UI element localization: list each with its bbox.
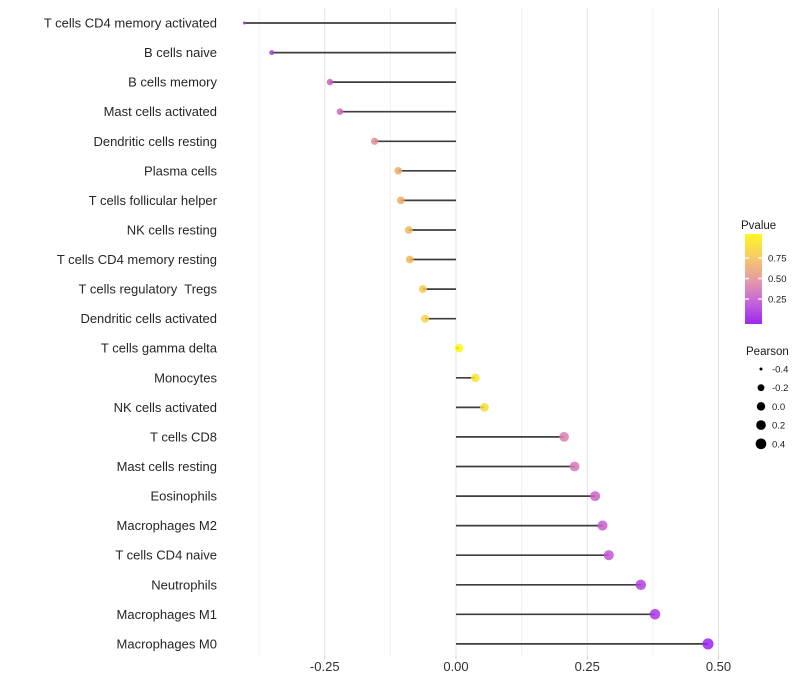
lollipop-dot [269, 50, 275, 56]
lollipop-dot [603, 550, 614, 561]
lollipop-dot [242, 21, 246, 25]
lollipop-dot [569, 461, 580, 472]
lollipop-dot [559, 432, 569, 442]
category-label: Dendritic cells resting [93, 134, 217, 149]
category-label: NK cells resting [127, 223, 217, 238]
lollipop-dot [370, 137, 379, 145]
category-label: T cells follicular helper [89, 193, 218, 208]
lollipop-dot [597, 520, 608, 531]
category-label: T cells gamma delta [101, 341, 218, 356]
pvalue-tick-label: 0.75 [768, 254, 787, 265]
pearson-legend-dot [759, 367, 763, 371]
category-label: T cells CD4 memory resting [57, 252, 217, 267]
category-label: Mast cells resting [117, 459, 217, 474]
x-tick-label: 0.25 [575, 659, 600, 674]
pearson-legend-title: Pearson [746, 346, 789, 358]
category-label: Macrophages M2 [117, 518, 217, 533]
pearson-legend-label: 0.0 [772, 402, 785, 413]
category-label: Macrophages M0 [117, 636, 217, 651]
category-label: Macrophages M1 [117, 607, 217, 622]
lollipop-dot [326, 78, 334, 86]
x-tick-label: -0.25 [310, 659, 340, 674]
lollipop-dot [480, 403, 489, 412]
category-label: T cells regulatory Tregs [79, 282, 218, 297]
category-label: Dendritic cells activated [80, 311, 217, 326]
lollipop-dot [454, 343, 464, 353]
category-label: Mast cells activated [104, 104, 217, 119]
pvalue-legend-title: Pvalue [741, 220, 776, 232]
pearson-legend-label: 0.2 [772, 421, 785, 432]
lollipop-dot [420, 314, 430, 323]
pearson-legend-label: -0.2 [772, 383, 788, 394]
category-label: Neutrophils [151, 577, 217, 592]
category-label: B cells naive [144, 45, 217, 60]
pearson-legend-dot [757, 384, 765, 392]
lollipop-dot [397, 196, 405, 205]
pearson-legend-dot [756, 420, 766, 430]
category-label: NK cells activated [114, 400, 217, 415]
pvalue-tick-label: 0.25 [768, 295, 787, 306]
lollipop-dot [702, 638, 714, 650]
lollipop-dot [471, 373, 480, 383]
pearson-legend-dot [755, 438, 767, 450]
lollipop-dot [404, 226, 413, 234]
category-label: T cells CD4 naive [115, 548, 217, 563]
category-label: T cells CD8 [150, 429, 217, 444]
x-tick-label: 0.50 [706, 659, 731, 674]
pearson-legend-dot [756, 402, 766, 411]
pearson-legend-label: 0.4 [772, 439, 785, 450]
category-label: Plasma cells [144, 163, 217, 178]
category-label: T cells CD4 memory activated [44, 16, 217, 31]
lollipop-dot [394, 166, 403, 175]
pearson-legend-label: -0.4 [772, 365, 788, 376]
pvalue-tick-label: 0.50 [768, 274, 787, 285]
lollipop-dot [649, 609, 661, 620]
lollipop-dot [590, 491, 601, 502]
category-label: B cells memory [128, 75, 217, 90]
category-label: Monocytes [154, 370, 217, 385]
lollipop-dot [336, 108, 344, 116]
x-tick-label: 0.00 [443, 659, 468, 674]
pvalue-colorbar [745, 234, 762, 324]
category-label: Eosinophils [151, 489, 218, 504]
lollipop-dot [418, 285, 427, 294]
lollipop-dot [635, 579, 647, 591]
lollipop-dot [405, 255, 414, 264]
